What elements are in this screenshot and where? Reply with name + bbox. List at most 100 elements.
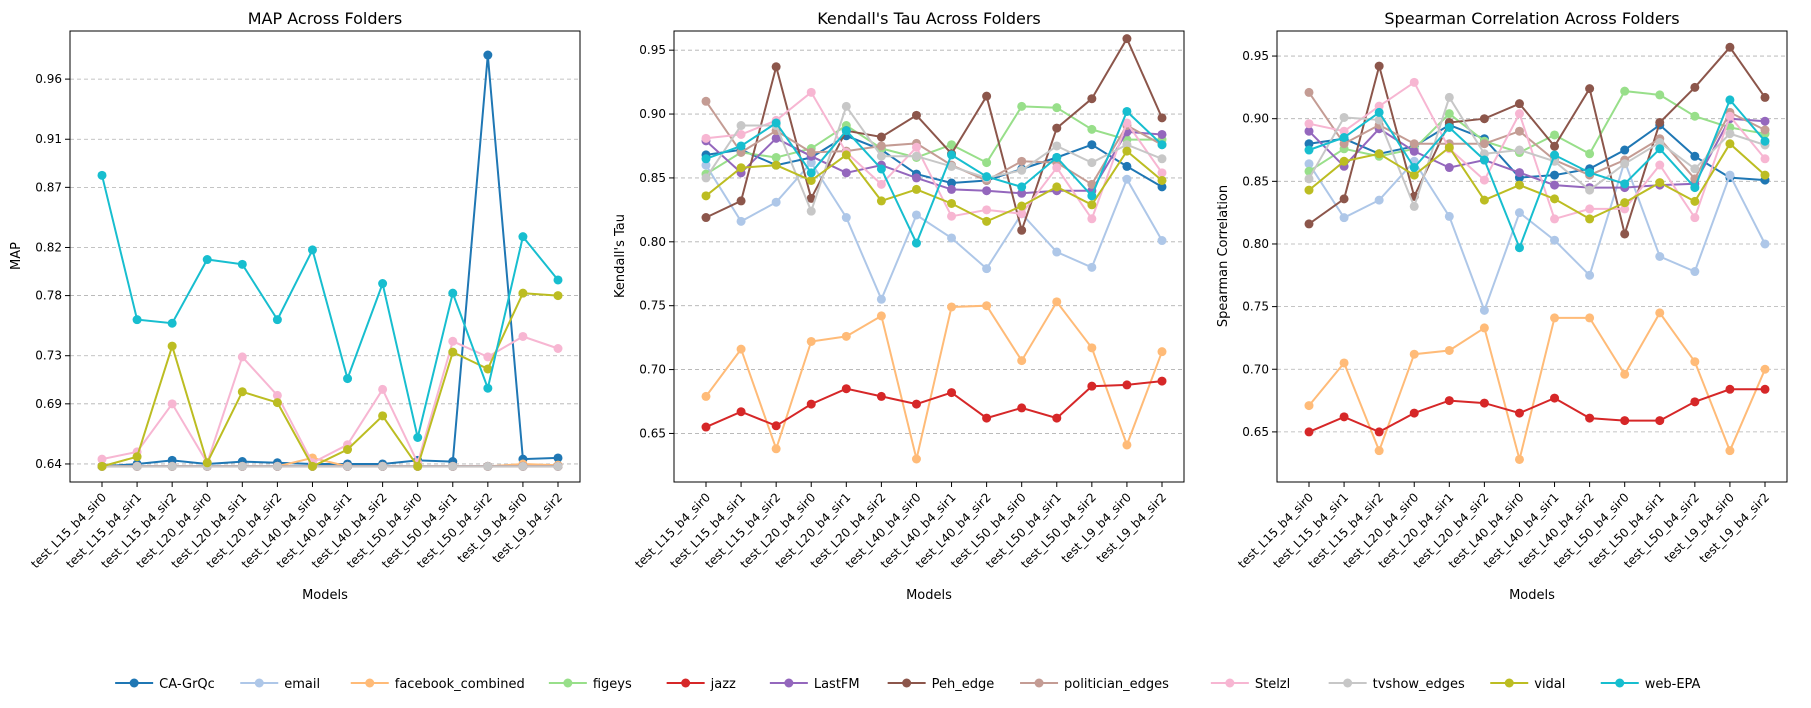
legend-label: figeys [593,677,632,692]
y-axis-label-map: MAP [9,242,24,270]
y-tick-label: 0.80 [639,235,666,249]
data-point [1655,144,1665,154]
data-point [947,198,957,208]
data-point [982,186,992,196]
data-point [1690,151,1700,161]
data-point [272,398,282,408]
data-point [1725,95,1735,105]
data-point [448,461,458,471]
y-tick-label: 0.70 [1242,362,1269,376]
data-point [1374,195,1384,205]
data-point [701,191,711,201]
data-point [1304,174,1314,184]
legend-item-LastFM: LastFM [769,677,860,692]
data-point [1514,208,1524,218]
y-tick-label: 0.91 [35,132,62,146]
x-ticks-kendall: test_L15_b4_sir0test_L15_b4_sir1test_L15… [632,482,1169,571]
y-tick-label: 0.75 [639,299,666,313]
data-point [1725,111,1735,121]
data-point [413,433,423,443]
data-point [947,211,957,221]
series-line [101,175,559,438]
x-axis-label-spearman: Models [1509,588,1555,603]
data-point [1304,87,1314,97]
data-point [1514,408,1524,418]
series-line [101,55,559,468]
data-point [1304,401,1314,411]
data-point [167,399,177,409]
series-map [97,50,563,471]
data-point [1444,396,1454,406]
data-point [701,213,711,223]
plot-frame-spearman [1276,30,1788,483]
data-point [1585,313,1595,323]
data-point [1725,384,1735,394]
series-line [705,160,1163,302]
data-point [1157,129,1167,139]
data-point [1304,427,1314,437]
data-point [1122,106,1132,116]
data-point [806,399,816,409]
data-point [1122,34,1132,44]
data-point [1409,170,1419,180]
series-line [1308,142,1766,221]
y-tick-label: 0.85 [639,171,666,185]
data-point [1760,384,1770,394]
y-tick-label: 0.95 [639,43,666,57]
legend-item-Peh_edge: Peh_edge [887,677,994,692]
data-point [1339,139,1349,149]
chart-title-kendall: Kendall's Tau Across Folders [817,9,1041,28]
data-point [483,383,493,393]
data-point [1157,347,1167,357]
data-point [1479,195,1489,205]
data-point [1339,213,1349,223]
data-point [876,164,886,174]
data-point [911,210,921,220]
data-point [1655,117,1665,127]
data-point [1444,143,1454,153]
plot-frame-kendall [673,30,1185,483]
series-spearman [1304,42,1770,464]
data-point [1479,139,1489,149]
data-point [272,315,282,325]
data-point [1122,440,1132,450]
legend-marker [784,678,794,688]
data-point [1479,175,1489,185]
data-point [736,141,746,151]
data-point [876,391,886,401]
series-line [1308,91,1766,181]
data-point [1122,140,1132,150]
y-tick-label: 0.64 [35,457,62,471]
data-point [1122,161,1132,171]
data-point [1514,168,1524,178]
data-point [1052,163,1062,173]
data-point [1479,305,1489,315]
data-point [806,175,816,185]
data-point [1409,139,1419,149]
data-point [806,336,816,346]
data-point [841,126,851,136]
data-point [911,184,921,194]
data-point [1690,213,1700,223]
data-point [1585,204,1595,214]
legend-item-email: email [240,677,320,692]
y-tick-label: 0.95 [1242,49,1269,63]
data-point [982,172,992,182]
data-point [947,161,957,171]
data-point [1444,211,1454,221]
data-point [167,341,177,351]
legend-item-CA-GrQc: CA-GrQc [115,677,215,692]
data-point [947,184,957,194]
data-point [1550,214,1560,224]
y-tick-label: 0.69 [35,397,62,411]
data-point [876,141,886,151]
series-line [1308,90,1766,173]
legend-item-jazz: jazz [666,677,736,692]
legend-label: jazz [710,677,736,692]
data-point [1052,247,1062,257]
y-tick-label: 0.90 [1242,112,1269,126]
chart-title-map: MAP Across Folders [248,9,403,28]
data-point [1550,150,1560,160]
data-point [1017,201,1027,211]
data-point [1514,180,1524,190]
